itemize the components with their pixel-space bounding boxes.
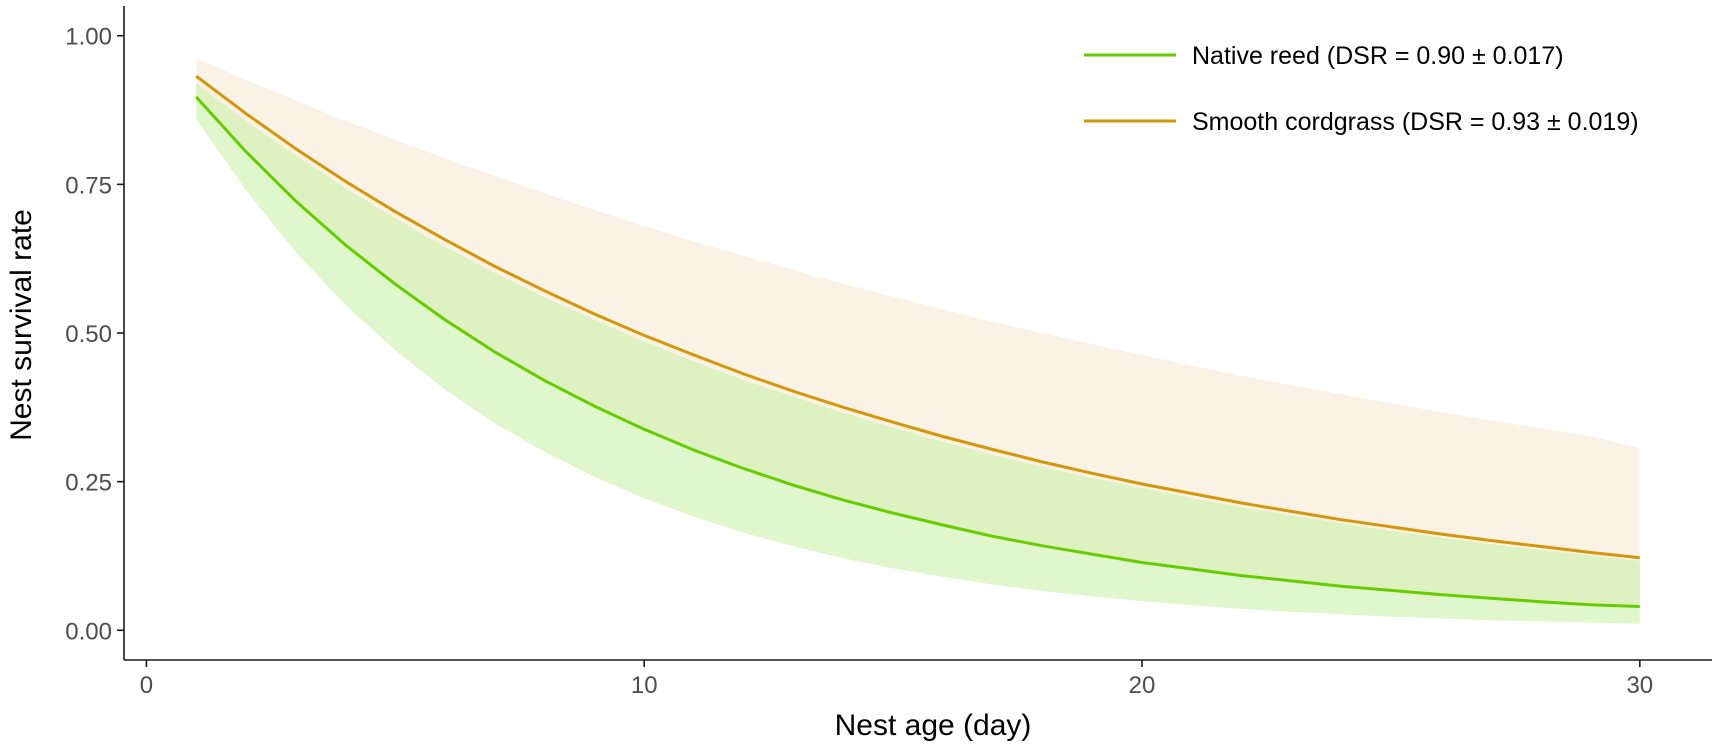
series-lines	[195, 75, 1640, 608]
legend: Native reed (DSR = 0.90 ± 0.017) Smooth c…	[1084, 42, 1639, 136]
axes: 0.00 0.25 0.50 0.75 1.00 0 10 20 30	[65, 6, 1712, 699]
x-tick-label: 30	[1626, 672, 1653, 699]
x-axis-ticks: 0 10 20 30	[140, 660, 1653, 699]
x-tick-label: 10	[631, 672, 658, 699]
x-tick-label: 20	[1129, 672, 1156, 699]
y-tick-label: 1.00	[65, 24, 112, 51]
legend-label-smooth-cordgrass: Smooth cordgrass (DSR = 0.93 ± 0.019)	[1192, 108, 1639, 136]
y-tick-label: 0.50	[65, 321, 112, 348]
y-tick-label: 0.00	[65, 618, 112, 645]
native-reed-confidence-band	[196, 83, 1640, 624]
x-axis-title: Nest age (day)	[835, 709, 1032, 742]
legend-label-native-reed: Native reed (DSR = 0.90 ± 0.017)	[1192, 42, 1564, 70]
smooth-cordgrass-line	[195, 75, 1640, 560]
smooth-cordgrass-confidence-band	[196, 58, 1640, 608]
confidence-bands	[196, 58, 1640, 624]
x-tick-label: 0	[140, 672, 153, 699]
legend-item-native-reed: Native reed (DSR = 0.90 ± 0.017)	[1084, 42, 1564, 70]
y-tick-label: 0.75	[65, 172, 112, 199]
y-axis-title: Nest survival rate	[5, 209, 38, 441]
native-reed-line	[195, 95, 1640, 608]
y-tick-label: 0.25	[65, 470, 112, 497]
y-axis-ticks: 0.00 0.25 0.50 0.75 1.00	[65, 24, 124, 645]
legend-item-smooth-cordgrass: Smooth cordgrass (DSR = 0.93 ± 0.019)	[1084, 108, 1639, 136]
